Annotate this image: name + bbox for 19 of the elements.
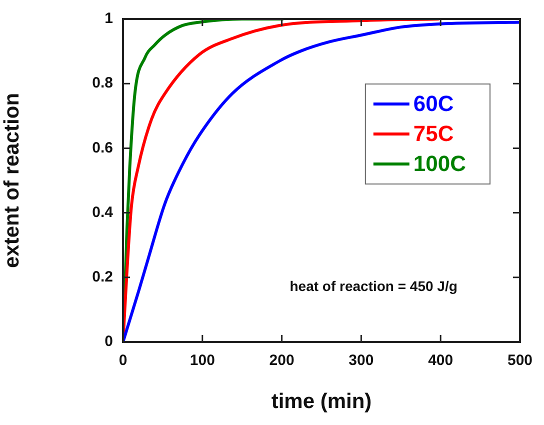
y-tick-label: 0.2 [92, 268, 113, 286]
annotation: heat of reaction = 450 J/g [290, 278, 458, 294]
y-tick-label: 0.4 [92, 204, 114, 221]
y-tick-label: 0.8 [92, 74, 113, 92]
x-tick-label: 300 [348, 352, 374, 370]
x-tick-label: 400 [428, 352, 454, 370]
x-axis-title: time (min) [271, 390, 372, 414]
x-tick-label: 200 [269, 352, 294, 370]
line-series [123, 20, 520, 342]
y-axis-title: extent of reaction [0, 92, 24, 268]
x-tick-label: 100 [190, 352, 215, 370]
legend-label: 100C [413, 151, 466, 176]
legend-label: 60C [413, 91, 454, 116]
x-tick-label: 500 [507, 352, 533, 370]
legend-label: 75C [413, 121, 454, 146]
x-tick-label: 0 [118, 352, 128, 370]
y-tick-label: 0 [104, 333, 113, 350]
y-tick-label: 0.6 [92, 139, 113, 156]
y-tick-label: 1 [104, 10, 113, 28]
